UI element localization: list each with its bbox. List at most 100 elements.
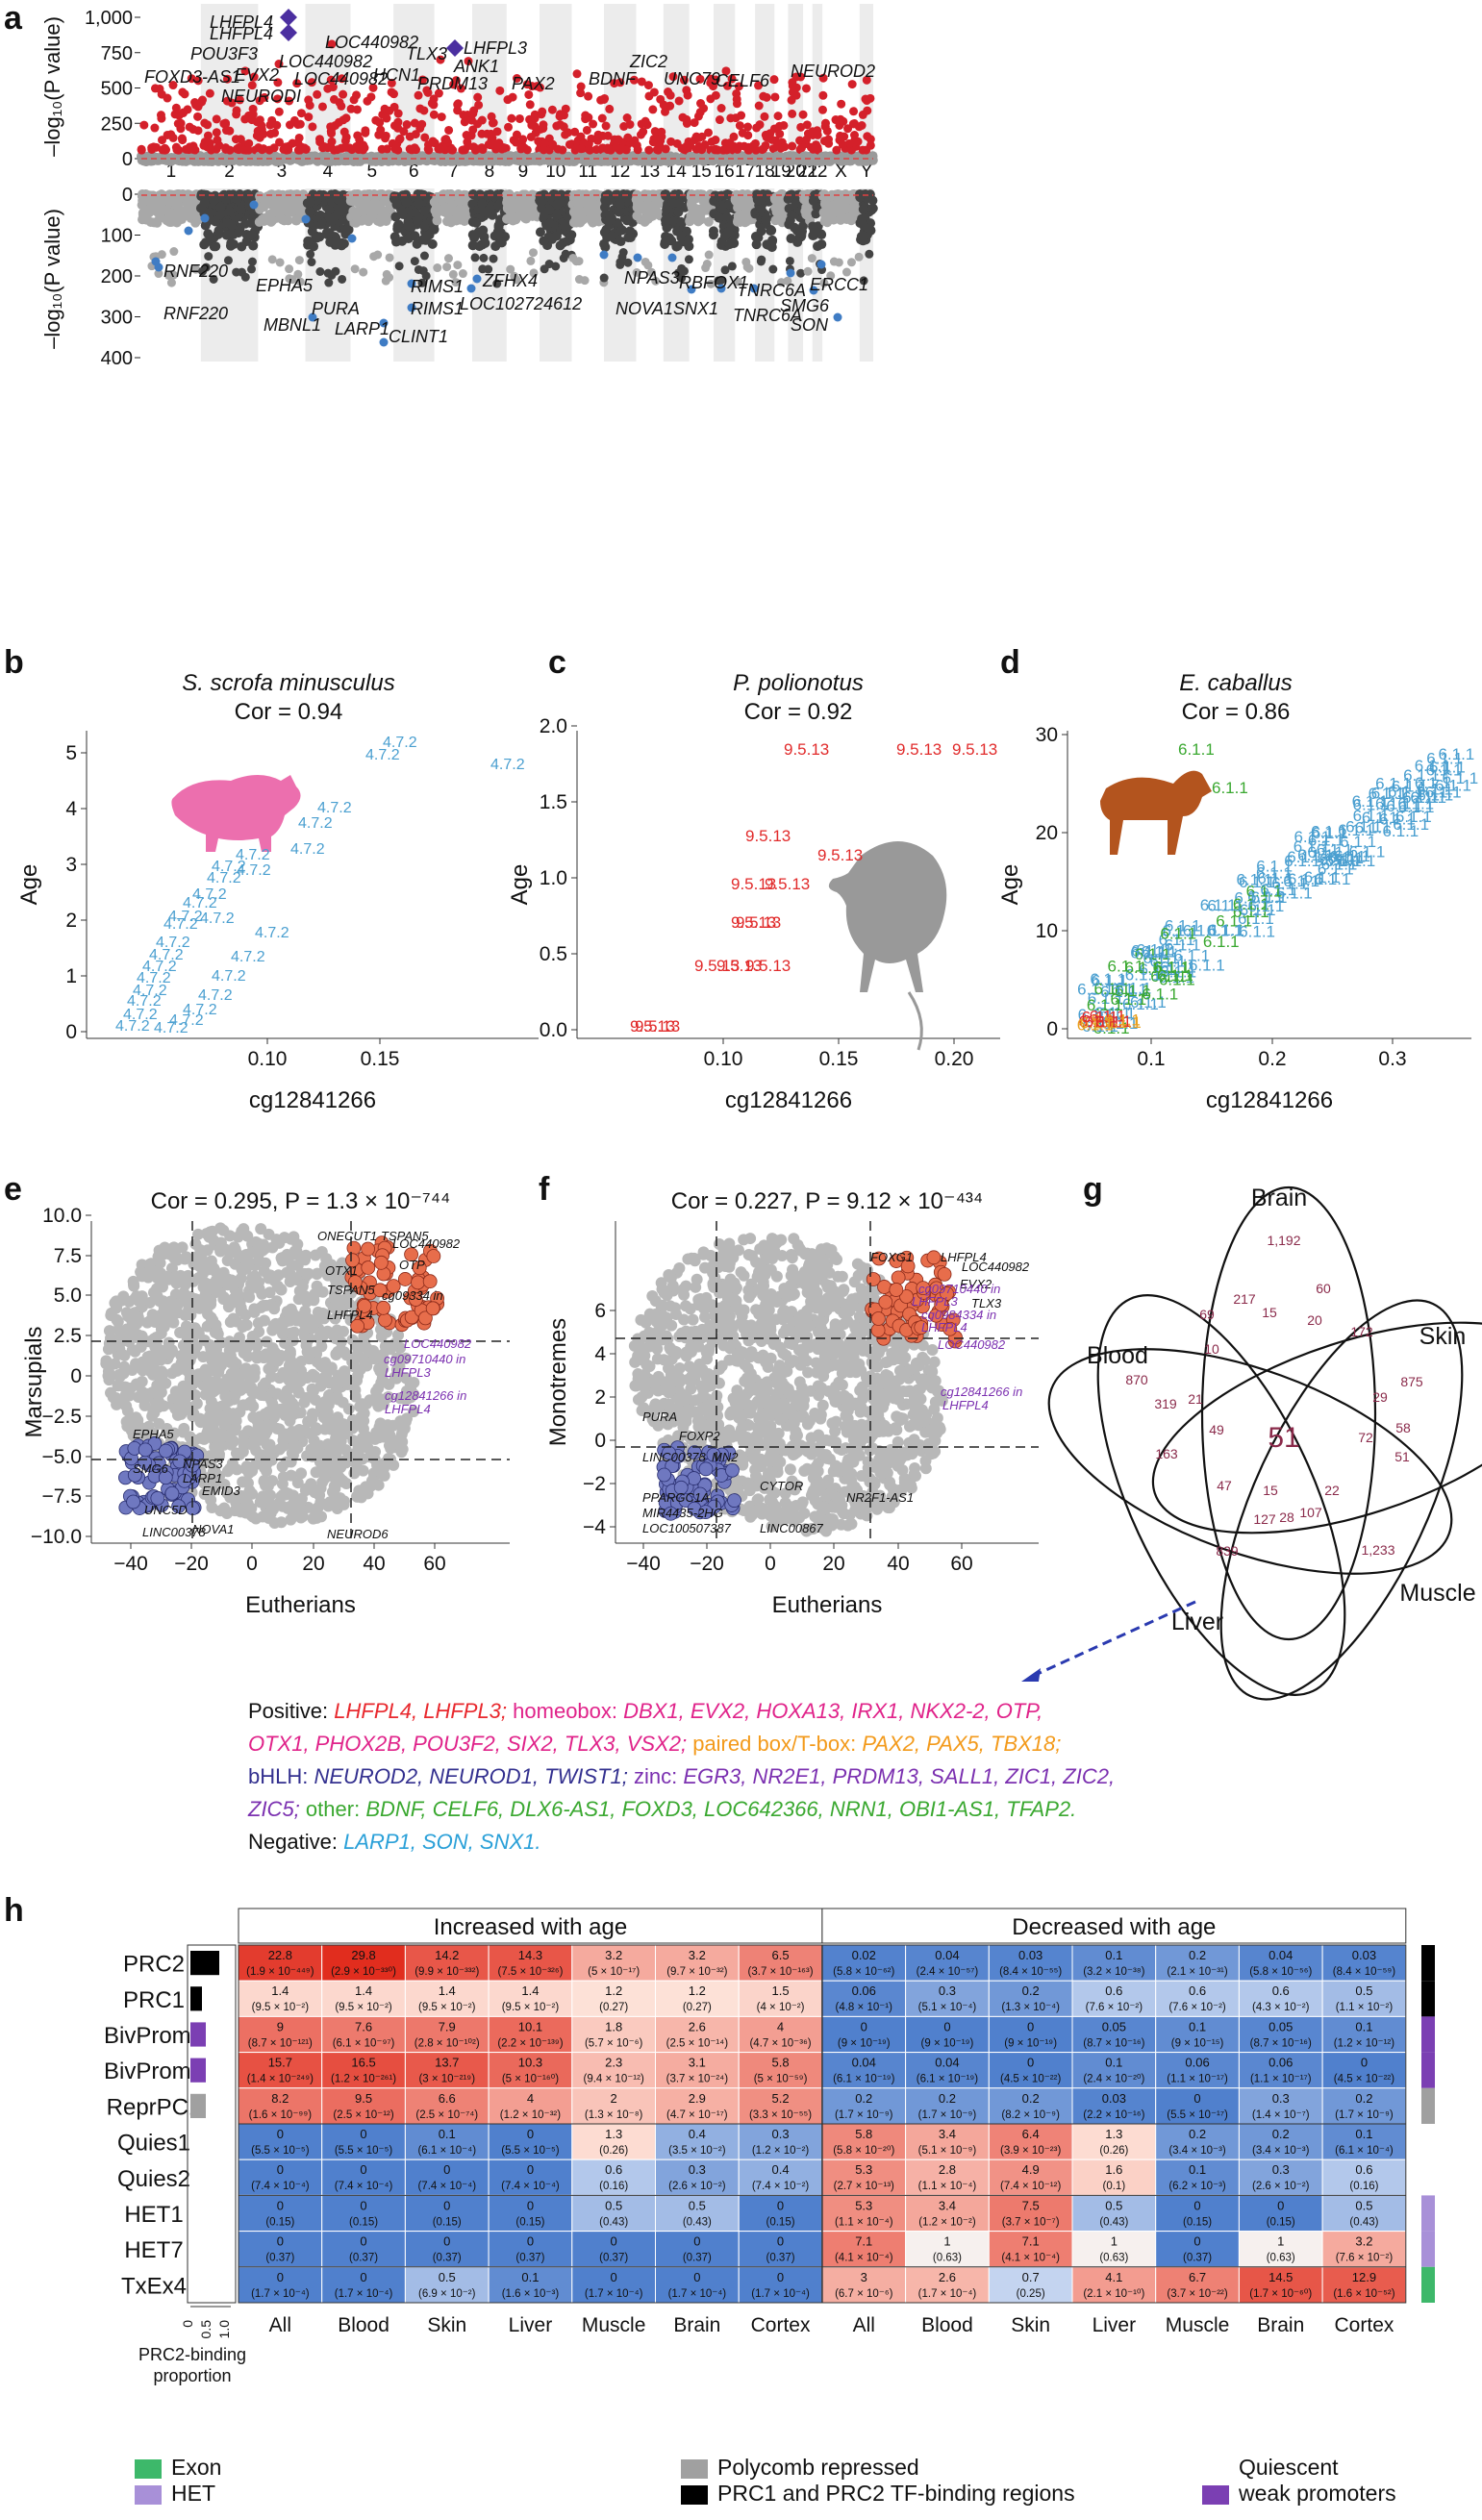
- sig-point: [693, 112, 703, 121]
- bottom-point: [479, 253, 489, 262]
- sig-point: [612, 143, 621, 153]
- sig-point: [317, 102, 327, 112]
- sig-point: [366, 92, 376, 102]
- top-gene-label: UNC79: [664, 69, 720, 88]
- sig-point: [235, 95, 244, 105]
- bottom-point: [306, 249, 315, 259]
- sig-point: [171, 103, 181, 112]
- d-point: 6.1.1: [1212, 779, 1248, 797]
- bottom-point: [377, 189, 388, 200]
- sig-point: [155, 84, 164, 93]
- bottom-point: [502, 213, 513, 224]
- sig-point: [243, 145, 253, 155]
- bottom-point: [727, 262, 737, 271]
- e-ytick-label: 0: [70, 1365, 82, 1387]
- sig-point: [813, 130, 822, 139]
- bottom-point: [201, 237, 212, 248]
- sig-point: [193, 112, 203, 121]
- sig-point: [657, 127, 666, 137]
- null-point: [661, 156, 671, 166]
- bottom-point: [211, 216, 221, 227]
- sig-point: [750, 138, 760, 148]
- sig-point: [788, 141, 797, 151]
- bottom-gene-label: SON: [791, 315, 829, 335]
- sig-point: [168, 133, 178, 142]
- bottom-point: [702, 260, 712, 269]
- bottom-point: [729, 237, 740, 248]
- sig-point: [152, 142, 162, 152]
- null-point: [633, 156, 643, 166]
- bottom-point: [819, 209, 830, 219]
- sig-point: [172, 145, 182, 155]
- top-tick-label: 750: [101, 43, 133, 64]
- top-hit-diamond: [280, 24, 297, 41]
- sig-point: [478, 145, 488, 155]
- bottom-point: [443, 254, 453, 263]
- chrom-label: X: [835, 162, 847, 182]
- sig-point: [819, 137, 829, 146]
- sig-point: [259, 129, 268, 138]
- sig-point: [453, 100, 463, 110]
- sig-point: [732, 99, 741, 109]
- sig-point: [236, 135, 245, 144]
- sig-point: [560, 111, 569, 120]
- chrom-label: 4: [323, 162, 334, 182]
- bottom-gene-label: NOVA1: [615, 299, 673, 318]
- sig-point: [491, 141, 501, 151]
- sig-point: [227, 98, 237, 108]
- bottom-point: [203, 229, 214, 239]
- e-xtick-label: 40: [363, 1553, 385, 1575]
- sig-point: [444, 125, 454, 135]
- bottom-point: [367, 209, 378, 219]
- bottom-point: [226, 219, 237, 230]
- e-title: Cor = 0.295, P = 1.3 × 10⁻⁷⁴⁴: [151, 1188, 451, 1214]
- bottom-point: [672, 226, 683, 237]
- bottom-point: [224, 206, 235, 216]
- bottom-point: [646, 212, 657, 222]
- bottom-gene-label: RIMS1: [411, 277, 464, 296]
- d-xtick-label: 0.1: [1137, 1048, 1165, 1070]
- sig-point: [257, 120, 266, 130]
- sig-point: [292, 79, 302, 88]
- sig-point: [836, 131, 845, 140]
- e-ytick-label: 5.0: [54, 1285, 82, 1307]
- sig-point: [352, 90, 362, 100]
- chrom-band-top: [812, 4, 823, 163]
- sig-point: [488, 118, 497, 128]
- sig-point: [393, 109, 403, 118]
- sig-point: [605, 104, 615, 113]
- c-xlabel: cg12841266: [725, 1087, 852, 1113]
- bottom-point: [802, 204, 813, 214]
- bottom-point: [245, 217, 256, 228]
- top-tick-label: 0: [122, 149, 133, 170]
- bottom-gene-label: CLINT1: [389, 327, 448, 346]
- sig-point: [849, 107, 859, 116]
- bottom-tick-label: 100: [101, 226, 133, 247]
- c-ytick-label: 0.0: [540, 1019, 567, 1041]
- sig-point: [393, 117, 403, 127]
- sig-point: [576, 144, 586, 154]
- sig-point: [389, 89, 399, 99]
- e-ytick-label: −5.0: [42, 1446, 82, 1468]
- e-xtick-label: −40: [113, 1553, 148, 1575]
- sig-point: [725, 138, 735, 148]
- sig-point: [427, 98, 437, 108]
- bottom-point: [315, 266, 325, 276]
- bottom-point: [515, 208, 526, 218]
- mouse-tail: [907, 991, 923, 1051]
- sig-point: [339, 89, 348, 99]
- bottom-point: [865, 249, 874, 259]
- c-point: 9.5.13: [736, 913, 781, 932]
- sig-point: [758, 145, 767, 155]
- bottom-point: [419, 251, 429, 261]
- bottom-point: [303, 236, 314, 246]
- d-ytick-label: 10: [1036, 920, 1058, 942]
- sig-point: [697, 132, 707, 141]
- bottom-point: [863, 223, 873, 234]
- b-point: 4.7.2: [154, 1020, 188, 1036]
- sig-point: [247, 115, 257, 125]
- bottom-point: [338, 274, 347, 284]
- sig-point: [301, 144, 311, 154]
- d-point: 6.1.1: [1304, 868, 1341, 886]
- sig-point: [858, 110, 867, 119]
